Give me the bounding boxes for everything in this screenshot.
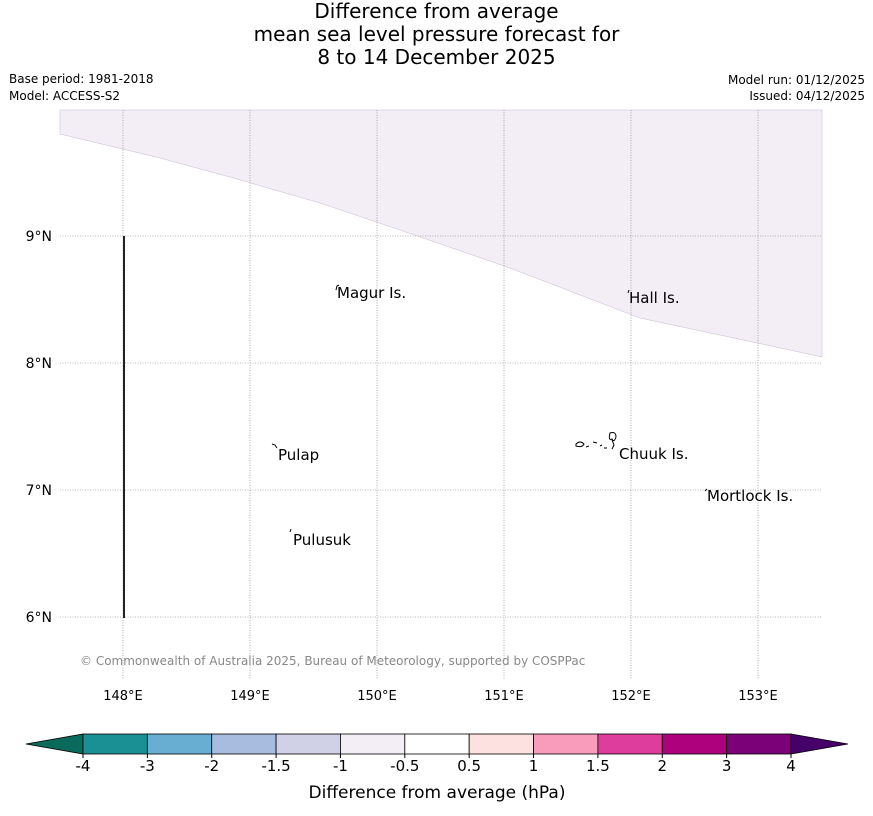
- model-text: Model: ACCESS-S2: [9, 89, 121, 103]
- colorbar-under-extension: [25, 733, 84, 755]
- island-hall: [627, 289, 630, 294]
- colorbar-segment: [726, 733, 792, 755]
- colorbar-segment: [661, 733, 728, 755]
- chart-title-line1: Difference from average: [314, 0, 559, 23]
- place-label-mortlock: Mortlock Is.: [707, 487, 793, 505]
- colorbar-tick-label: 0.5: [457, 757, 481, 775]
- colorbar-segment: [404, 733, 470, 755]
- colorbar-segment: [82, 733, 148, 755]
- colorbar-tick-label: -2: [204, 757, 219, 775]
- lon-label-149e: 149°E: [230, 689, 270, 704]
- colorbar-tick-label: 2: [657, 757, 667, 775]
- island-pulap: [271, 443, 278, 449]
- place-label-chuuk: Chuuk Is.: [619, 445, 688, 463]
- model-run-text: Model run: 01/12/2025: [727, 73, 865, 87]
- place-label-magur: Magur Is.: [337, 284, 406, 302]
- map-area: 9°N 8°N 7°N 6°N 148°E 149°E 150°E 151°E …: [26, 109, 823, 704]
- island-outlines: [271, 284, 708, 533]
- colorbar-tick-label: 4: [786, 757, 796, 775]
- colorbar-tick-label: 3: [722, 757, 732, 775]
- lon-label-148e: 148°E: [103, 689, 143, 704]
- lat-label-8n: 8°N: [26, 356, 52, 372]
- colorbar: -4 -3 -2 -1.5 -1 -0.5 0.5 1 1.5 2 3 4 Difference fr…: [25, 733, 849, 803]
- colorbar-segment: [146, 733, 213, 755]
- colorbar-segment: [275, 733, 341, 755]
- lon-label-151e: 151°E: [484, 689, 524, 704]
- colorbar-ticks: -4 -3 -2 -1.5 -1 -0.5 0.5 1 1.5 2 3 4: [76, 754, 796, 775]
- place-label-hall: Hall Is.: [629, 289, 680, 307]
- colorbar-label: Difference from average (hPa): [309, 783, 566, 803]
- island-magur: [335, 284, 340, 291]
- island-chuuk: [575, 432, 617, 450]
- colorbar-segment: [340, 733, 406, 755]
- lon-label-150e: 150°E: [357, 689, 397, 704]
- colorbar-tick-label: -4: [76, 757, 91, 775]
- place-label-pulap: Pulap: [278, 446, 319, 464]
- colorbar-segments: [82, 733, 792, 755]
- lon-label-152e: 152°E: [611, 689, 651, 704]
- colorbar-segment: [597, 733, 663, 755]
- anomaly-shaded-region: [59, 109, 823, 358]
- base-period-text: Base period: 1981-2018: [9, 72, 154, 86]
- colorbar-segment: [533, 733, 599, 755]
- chart-title-line2: mean sea level pressure forecast for: [253, 22, 620, 46]
- lon-label-153e: 153°E: [738, 689, 778, 704]
- colorbar-tick-label: -3: [140, 757, 155, 775]
- colorbar-segment: [468, 733, 534, 755]
- lat-label-7n: 7°N: [26, 483, 52, 499]
- copyright-text: © Commonwealth of Australia 2025, Bureau…: [80, 654, 585, 668]
- issued-text: Issued: 04/12/2025: [749, 89, 865, 103]
- colorbar-tick-label: -1.5: [261, 757, 290, 775]
- colorbar-over-extension: [790, 733, 849, 755]
- colorbar-segment: [211, 733, 277, 755]
- colorbar-tick-label: 1.5: [586, 757, 610, 775]
- chart-title-line3: 8 to 14 December 2025: [317, 45, 556, 69]
- lat-label-6n: 6°N: [26, 610, 52, 626]
- colorbar-tick-label: -1: [333, 757, 348, 775]
- place-label-pulusuk: Pulusuk: [293, 531, 351, 549]
- lat-label-9n: 9°N: [26, 229, 52, 245]
- colorbar-tick-label: 1: [529, 757, 539, 775]
- colorbar-tick-label: -0.5: [390, 757, 419, 775]
- island-pulusuk: [289, 528, 292, 533]
- island-mortlock: [704, 488, 708, 492]
